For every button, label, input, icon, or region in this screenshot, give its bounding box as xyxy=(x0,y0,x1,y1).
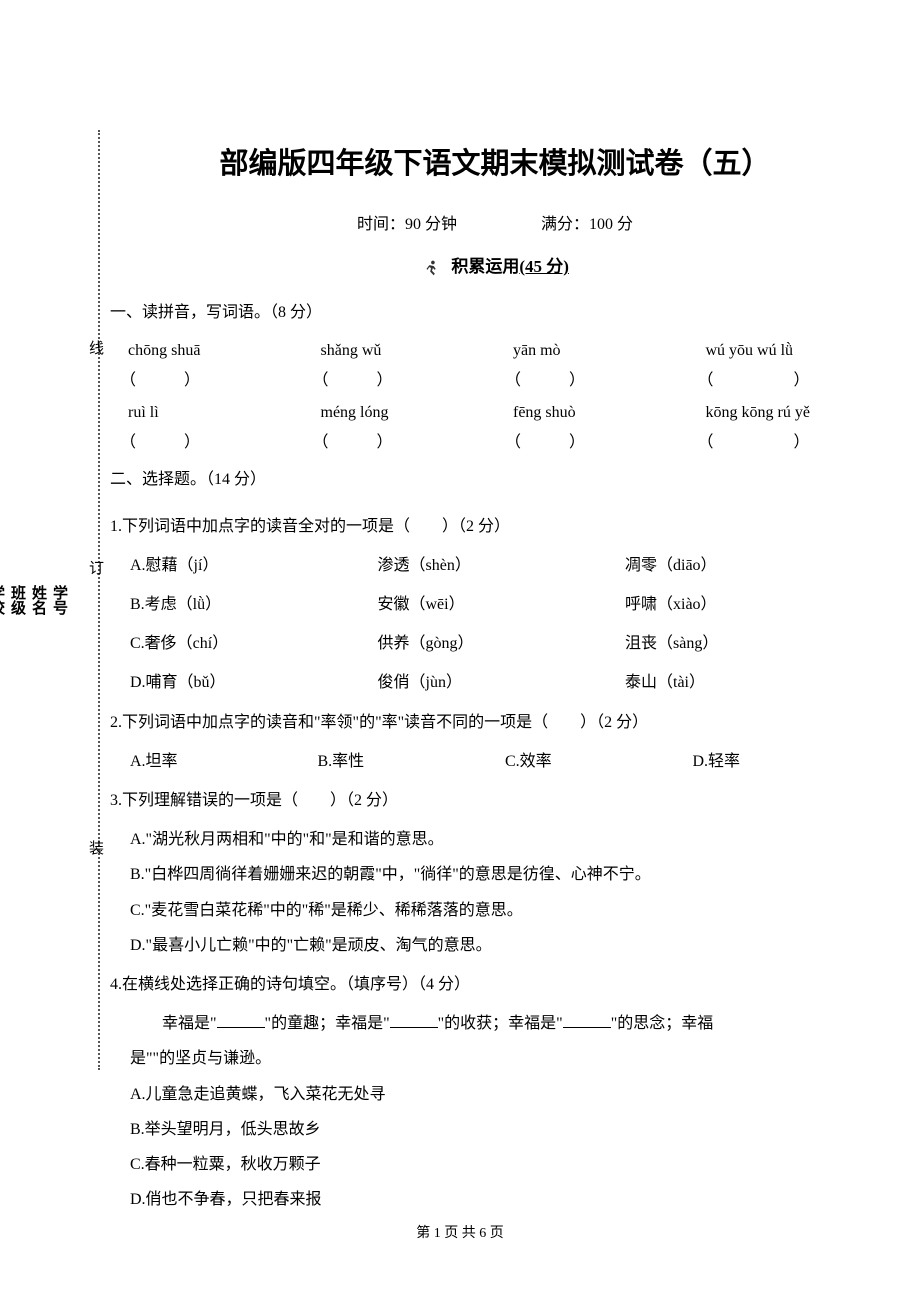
blank-1-4[interactable]: （ ） xyxy=(688,366,881,390)
pinyin-1-2: shǎng wǔ xyxy=(303,342,496,360)
q2-1-d2: 俊俏（jùn） xyxy=(378,665,626,700)
q2-3-stem: 3.下列理解错误的一项是（ ）（2 分） xyxy=(110,783,880,818)
q2-1-b2: 安徽（wēi） xyxy=(378,587,626,622)
q2-heading: 二、选择题。（14 分） xyxy=(110,466,880,495)
binding-char-xian: 线 xyxy=(85,340,106,355)
q2-4-t4: "的思念；幸福 xyxy=(611,1015,714,1032)
section-label: 积累运用 xyxy=(451,257,519,276)
q2-4-b[interactable]: B.举头望明月，低头思故乡 xyxy=(130,1112,880,1147)
q2-2-b[interactable]: B.率性 xyxy=(318,744,506,779)
q2-2-stem: 2.下列词语中加点字的读音和"率领"的"率"读音不同的一项是（ ）（2 分） xyxy=(110,705,880,740)
q2-1-b3: 呼啸（xiào） xyxy=(625,587,873,622)
q1-heading: 一、读拼音，写词语。（8 分） xyxy=(110,299,880,328)
exam-time: 时间：90 分钟 xyxy=(357,216,457,233)
q2-4-t1: 幸福是" xyxy=(162,1015,217,1032)
binding-number: 学号 xyxy=(49,585,70,615)
section-header: 积累运用(45 分) xyxy=(110,252,880,279)
q2-1-c1[interactable]: C.奢侈（chí） xyxy=(130,626,378,661)
pinyin-1-1: chōng shuā xyxy=(110,342,303,360)
binding-dotted-line xyxy=(70,130,100,1070)
q2-1-b1[interactable]: B.考虑（lǜ） xyxy=(130,587,378,622)
q1-pinyin-grid: chōng shuā shǎng wǔ yān mò wú yōu wú lǜ … xyxy=(110,342,880,452)
binding-char-ding: 订 xyxy=(85,560,106,575)
q2-1-d1[interactable]: D.哺育（bǔ） xyxy=(130,665,378,700)
q2-4-para1: 幸福是" "的童趣；幸福是" "的收获；幸福是" "的思念；幸福 xyxy=(130,1006,880,1041)
pinyin-2-2: méng lóng xyxy=(303,404,496,422)
q2-4-blank1[interactable] xyxy=(217,1012,265,1028)
q2-1-c3: 沮丧（sàng） xyxy=(625,626,873,661)
binding-char-zhuang: 装 xyxy=(85,840,106,855)
binding-name: 姓名 xyxy=(28,585,49,615)
q2-4-para2: 是""的坚贞与谦逊。 xyxy=(130,1041,880,1076)
pinyin-2-1: ruì lì xyxy=(110,404,303,422)
blank-2-3[interactable]: （ ） xyxy=(495,428,688,452)
q2-4-t5: 是" xyxy=(130,1050,153,1067)
q2-3-c[interactable]: C."麦花雪白菜花稀"中的"稀"是稀少、稀稀落落的意思。 xyxy=(130,893,880,928)
blank-1-2[interactable]: （ ） xyxy=(303,366,496,390)
blank-1-3[interactable]: （ ） xyxy=(495,366,688,390)
q2-2-a[interactable]: A.坦率 xyxy=(130,744,318,779)
blank-2-1[interactable]: （ ） xyxy=(110,428,303,452)
q2-4-t2: "的童趣；幸福是" xyxy=(265,1015,390,1032)
pinyin-2-3: fēng shuò xyxy=(495,404,688,422)
q2-1-stem: 1.下列词语中加点字的读音全对的一项是（ ）（2 分） xyxy=(110,509,880,544)
q2-4-stem: 4.在横线处选择正确的诗句填空。（填序号）（4 分） xyxy=(110,967,880,1002)
q2-1-a3: 凋零（diāo） xyxy=(625,548,873,583)
q2-1-d3: 泰山（tài） xyxy=(625,665,873,700)
exam-title: 部编版四年级下语文期末模拟测试卷（五） xyxy=(110,140,880,182)
q2-3-a[interactable]: A."湖光秋月两相和"中的"和"是和谐的意思。 xyxy=(130,822,880,857)
page-footer: 第 1 页 共 6 页 xyxy=(0,1222,920,1242)
q2-3-d[interactable]: D."最喜小儿亡赖"中的"亡赖"是顽皮、淘气的意思。 xyxy=(130,928,880,963)
blank-1-1[interactable]: （ ） xyxy=(110,366,303,390)
q2-1-a2: 渗透（shèn） xyxy=(378,548,626,583)
q2-4-blank3[interactable] xyxy=(563,1012,611,1028)
q2-4-a[interactable]: A.儿童急走追黄蝶，飞入菜花无处寻 xyxy=(130,1077,880,1112)
page-content: 部编版四年级下语文期末模拟测试卷（五） 时间：90 分钟 满分：100 分 积累… xyxy=(110,140,880,1217)
q2-1-row-d: D.哺育（bǔ） 俊俏（jùn） 泰山（tài） xyxy=(130,665,880,700)
q2-4-t6: "的坚贞与谦逊。 xyxy=(153,1050,272,1067)
pinyin-1-3: yān mò xyxy=(495,342,688,360)
q2-2-d[interactable]: D.轻率 xyxy=(693,744,881,779)
section-points: (45 分) xyxy=(519,257,569,276)
q2-1-row-b: B.考虑（lǜ） 安徽（wēi） 呼啸（xiào） xyxy=(130,587,880,622)
q2-4-blank2[interactable] xyxy=(390,1012,438,1028)
pinyin-2-4: kōng kōng rú yě xyxy=(688,404,881,422)
q2-4-c[interactable]: C.春种一粒粟，秋收万颗子 xyxy=(130,1147,880,1182)
pinyin-1-4: wú yōu wú lǜ xyxy=(688,342,881,360)
q2-1-c2: 供养（gòng） xyxy=(378,626,626,661)
section-runner-icon xyxy=(421,257,443,279)
binding-school: 学校 xyxy=(0,585,7,615)
q2-4-t3: "的收获；幸福是" xyxy=(438,1015,563,1032)
blank-2-2[interactable]: （ ） xyxy=(303,428,496,452)
q2-2-opts: A.坦率 B.率性 C.效率 D.轻率 xyxy=(130,744,880,779)
blank-2-4[interactable]: （ ） xyxy=(688,428,881,452)
q2-1-a1[interactable]: A.慰藉（jí） xyxy=(130,548,378,583)
q2-4-d[interactable]: D.俏也不争春，只把春来报 xyxy=(130,1182,880,1217)
exam-score: 满分：100 分 xyxy=(541,216,633,233)
q2-3-b[interactable]: B."白桦四周徜徉着姗姗来迟的朝霞"中，"徜徉"的意思是彷徨、心神不宁。 xyxy=(130,857,880,892)
exam-meta: 时间：90 分钟 满分：100 分 xyxy=(110,210,880,234)
q2-1-row-a: A.慰藉（jí） 渗透（shèn） 凋零（diāo） xyxy=(130,548,880,583)
q2-2-c[interactable]: C.效率 xyxy=(505,744,693,779)
binding-labels: 学号 姓名 班级 学校 xyxy=(40,130,70,1070)
binding-class: 班级 xyxy=(7,585,28,615)
q2-1-row-c: C.奢侈（chí） 供养（gòng） 沮丧（sàng） xyxy=(130,626,880,661)
